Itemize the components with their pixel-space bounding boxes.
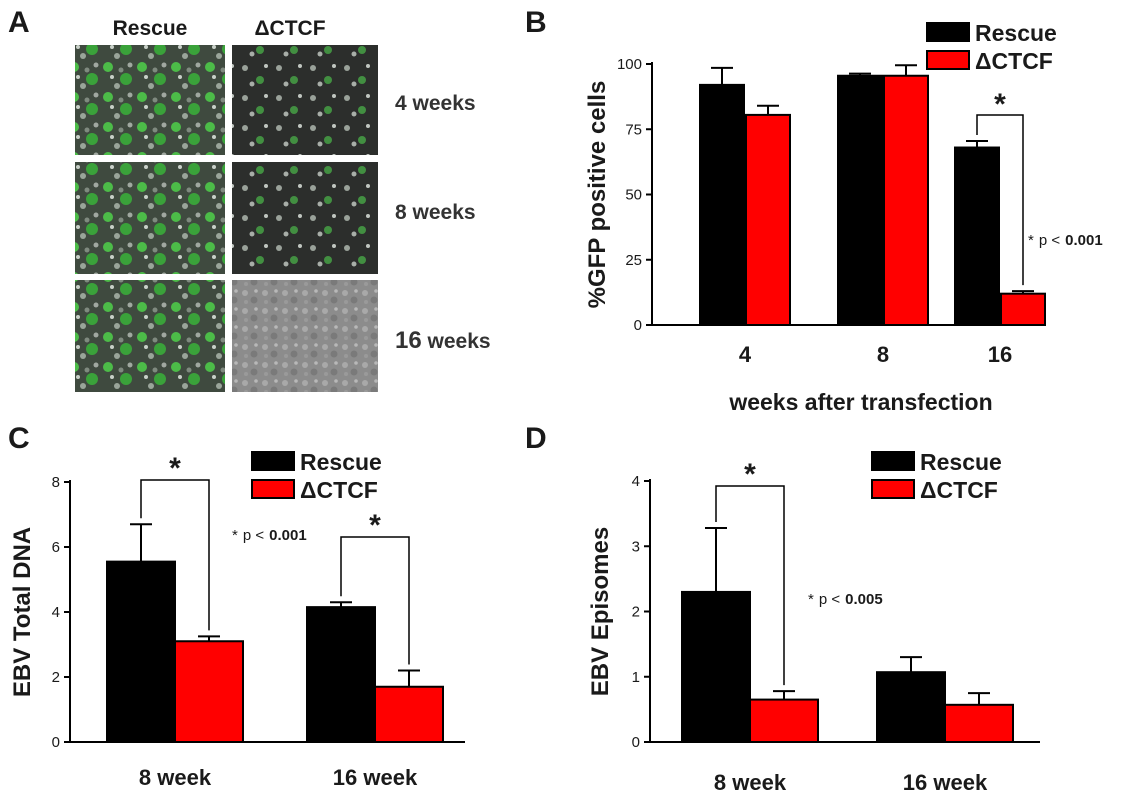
panel-letter-b: B <box>525 6 547 39</box>
row-label-4-weeks: 4 weeks <box>395 92 476 115</box>
y-tick-label: 3 <box>632 538 640 555</box>
bar-rescue <box>954 146 1000 326</box>
panel-letter-d: D <box>525 422 547 455</box>
y-tick-label: 0 <box>52 734 60 751</box>
bar-rescue <box>876 671 946 743</box>
y-tick-label: 0 <box>634 317 642 334</box>
y-tick-label: 0 <box>632 734 640 751</box>
p-value-note: * p <0.001 <box>232 527 307 544</box>
legend-swatch <box>251 451 295 471</box>
y-tick-label: 100 <box>617 56 642 73</box>
bar-ctcf <box>174 640 244 743</box>
chart-ebv-total-dna: 0 2 4 6 8 EBV Total DNA 8 week 16 week * * * p <0.0… <box>9 449 465 790</box>
bar-rescue <box>106 560 176 743</box>
x-tick-label: 16 <box>988 342 1012 367</box>
panel-a: A Rescue ΔCTCF 4 weeks 8 weeks 16 weeks <box>8 6 491 392</box>
p-value-note: * p <0.005 <box>808 591 883 608</box>
y-tick-label: 4 <box>52 604 60 621</box>
y-tick-label: 8 <box>52 474 60 491</box>
micrograph-dctcf-8w <box>232 162 378 274</box>
micrograph-dctcf-4w <box>232 45 378 155</box>
y-tick-label: 4 <box>632 473 640 490</box>
chart-ebv-episomes: 0 1 2 3 4 EBV Episomes 8 week 16 week * * p <0.005… <box>587 449 1040 795</box>
y-tick-label: 1 <box>632 669 640 686</box>
bar-rescue <box>681 590 751 743</box>
significance-bracket <box>976 114 1024 286</box>
legend-label: Rescue <box>920 449 1002 475</box>
column-header-rescue: Rescue <box>113 17 188 40</box>
significance-star: * <box>744 458 756 491</box>
bar-ctcf <box>745 113 791 326</box>
x-tick-label: 8 <box>877 342 889 367</box>
y-tick-label: 50 <box>625 187 642 204</box>
significance-bracket <box>140 479 210 631</box>
significance-star: * <box>369 509 381 542</box>
legend-swatch <box>871 479 915 499</box>
legend-swatch <box>871 451 915 471</box>
legend-label: Rescue <box>300 449 382 475</box>
legend-label: ΔCTCF <box>300 477 378 503</box>
x-tick-label: 16 week <box>903 770 988 795</box>
row-label-8-weeks: 8 weeks <box>395 201 476 224</box>
y-axis-label: %GFP positive cells <box>584 81 611 309</box>
legend-label: Rescue <box>975 20 1057 46</box>
significance-star: * <box>994 88 1006 121</box>
y-tick-label: 2 <box>52 669 60 686</box>
bar-rescue <box>699 83 745 326</box>
bar-ctcf <box>749 698 819 744</box>
micrograph-dctcf-16w <box>232 280 378 392</box>
bar-rescue <box>306 606 376 743</box>
panel-letter-a: A <box>8 6 30 39</box>
y-axis-label: EBV Total DNA <box>9 527 36 697</box>
panel-letter-c: C <box>8 422 30 455</box>
x-axis-label: weeks after transfection <box>728 389 992 415</box>
column-header-dctcf: ΔCTCF <box>254 17 325 40</box>
bar-ctcf <box>883 74 929 327</box>
y-tick-label: 6 <box>52 539 60 556</box>
x-tick-label: 4 <box>739 342 752 367</box>
micrograph-rescue-16w <box>75 280 225 392</box>
legend-swatch <box>926 50 970 70</box>
p-value-note: * p <0.001 <box>1028 232 1103 249</box>
legend-label: ΔCTCF <box>920 477 998 503</box>
bar-rescue <box>837 74 883 327</box>
y-tick-label: 2 <box>632 604 640 621</box>
x-tick-label: 16 week <box>333 765 418 790</box>
legend-label: ΔCTCF <box>975 48 1053 74</box>
y-axis-label: EBV Episomes <box>587 527 614 696</box>
significance-bracket <box>340 536 410 665</box>
bar-ctcf <box>1000 292 1046 326</box>
legend-swatch <box>251 479 295 499</box>
chart-gfp-positive: 0 25 50 75 100 %GFP positive cells weeks after… <box>584 20 1103 415</box>
micrograph-rescue-8w <box>75 162 225 274</box>
x-tick-label: 8 week <box>139 765 212 790</box>
y-tick-label: 75 <box>625 121 642 138</box>
significance-bracket <box>715 485 785 686</box>
significance-star: * <box>169 452 181 485</box>
bar-ctcf <box>944 703 1014 743</box>
y-tick-label: 25 <box>625 252 642 269</box>
legend-swatch <box>926 22 970 42</box>
micrograph-rescue-4w <box>75 45 225 155</box>
row-label-16-weeks: 16 weeks <box>395 327 491 354</box>
bar-ctcf <box>374 685 444 743</box>
x-tick-label: 8 week <box>714 770 787 795</box>
